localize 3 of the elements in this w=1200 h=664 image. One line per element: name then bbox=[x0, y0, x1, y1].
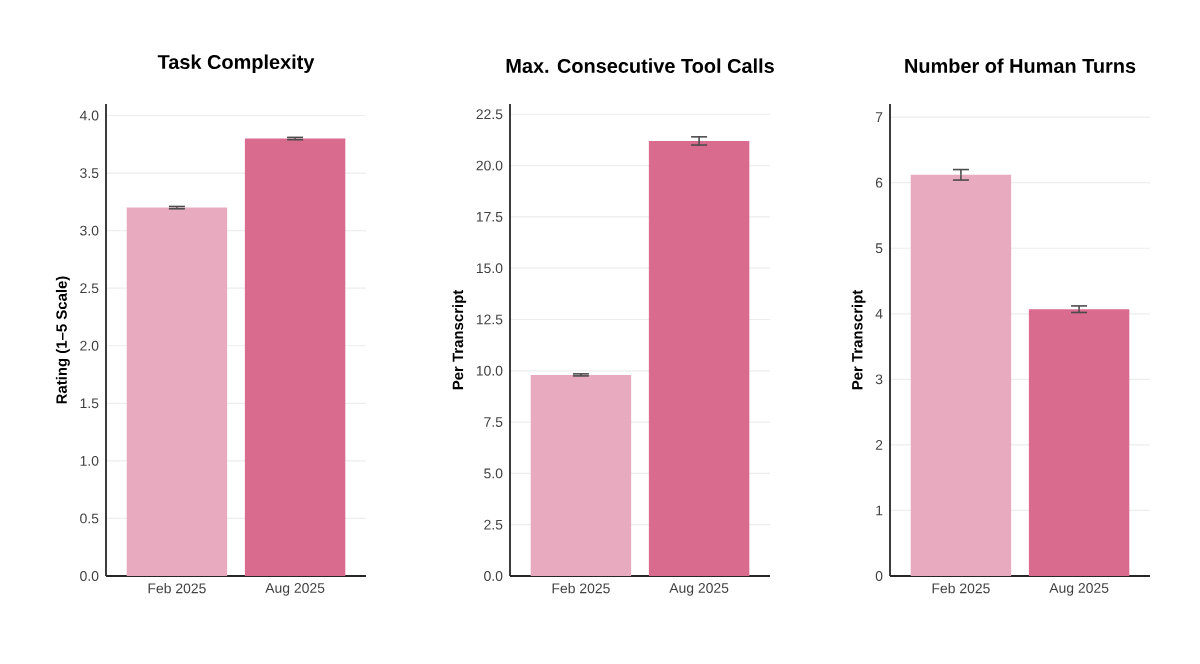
chart-title: Number of Human Turns bbox=[905, 58, 1136, 74]
chart-title: Task Complexity bbox=[157, 54, 315, 73]
chart-title: Max. Consecutive Tool Calls bbox=[506, 58, 774, 73]
